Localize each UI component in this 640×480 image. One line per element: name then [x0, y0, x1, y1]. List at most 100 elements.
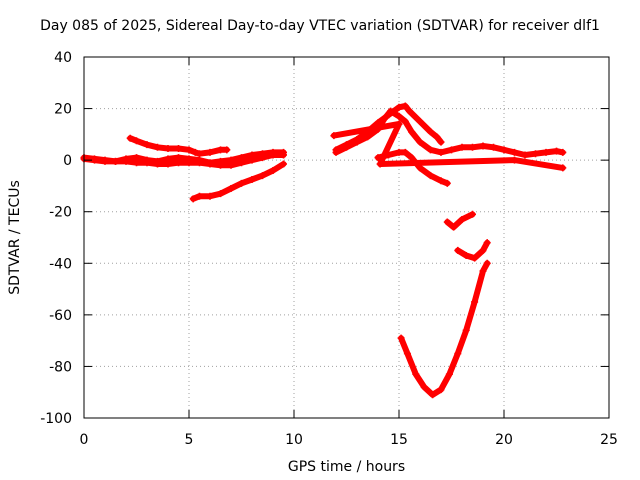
data-point	[511, 148, 518, 156]
data-point	[364, 133, 371, 141]
y-tick-label: -80	[49, 359, 72, 375]
data-point	[387, 107, 395, 115]
data-point	[458, 143, 466, 151]
x-tick-label: 10	[285, 432, 303, 448]
data-point	[471, 298, 479, 306]
data-point	[553, 147, 560, 155]
data-point	[217, 157, 224, 165]
data-point	[395, 148, 403, 156]
data-point	[269, 166, 277, 174]
data-point	[269, 148, 277, 156]
series-trace	[190, 161, 287, 202]
series-8	[443, 210, 476, 231]
data-point	[420, 383, 428, 391]
data-point	[437, 386, 445, 394]
data-point	[437, 148, 445, 156]
data-point	[471, 254, 479, 262]
data-point	[353, 138, 361, 146]
data-point	[483, 239, 491, 247]
data-point	[416, 117, 424, 125]
data-point	[479, 246, 487, 254]
data-point	[437, 177, 445, 185]
series-trace	[398, 260, 491, 398]
data-point	[191, 148, 199, 156]
data-point	[403, 350, 411, 358]
data-point	[238, 154, 245, 162]
data-point	[443, 218, 451, 226]
data-point	[196, 192, 203, 200]
series-11	[330, 120, 567, 172]
grid-lines	[84, 57, 609, 418]
data-point	[133, 154, 140, 162]
data-point	[500, 146, 508, 154]
data-point	[227, 156, 235, 164]
series-trace	[333, 108, 566, 158]
data-point	[462, 252, 470, 260]
data-point	[450, 223, 458, 231]
data-point	[248, 175, 256, 183]
x-axis-label: GPS time / hours	[288, 459, 405, 475]
data-point	[259, 172, 266, 180]
series-trace	[444, 211, 476, 231]
data-point	[376, 160, 384, 168]
x-tick-label: 20	[495, 432, 513, 448]
data-point	[433, 133, 441, 141]
data-point	[126, 134, 134, 142]
x-tick-label: 5	[185, 432, 194, 448]
data-point	[227, 185, 235, 193]
data-point	[448, 146, 455, 154]
axis-ticks	[83, 56, 610, 419]
data-point	[401, 148, 409, 156]
data-point	[164, 145, 172, 153]
data-point	[101, 156, 109, 164]
x-tick-label: 0	[80, 432, 89, 448]
data-point	[164, 155, 172, 163]
data-point	[122, 155, 130, 163]
y-axis-label: SDTVAR / TECUs	[7, 180, 23, 295]
series-trace	[330, 121, 566, 171]
x-tick-label: 25	[600, 432, 618, 448]
data-point	[458, 215, 466, 223]
plot-frame	[83, 56, 610, 419]
series-4	[189, 160, 287, 203]
data-point	[259, 150, 266, 158]
data-point	[427, 128, 434, 136]
data-point	[408, 128, 416, 136]
data-point	[395, 120, 403, 128]
data-point	[332, 148, 340, 156]
series-10	[397, 259, 491, 399]
data-point	[429, 391, 437, 399]
data-point	[206, 192, 214, 200]
data-point	[238, 179, 245, 187]
data-point	[280, 160, 287, 168]
data-point	[406, 107, 413, 115]
data-point	[416, 138, 424, 146]
data-point	[206, 148, 214, 156]
data-point	[408, 154, 416, 162]
data-point	[185, 146, 193, 154]
series-2	[80, 148, 287, 167]
y-tick-label: -20	[49, 205, 72, 221]
data-series	[80, 102, 567, 399]
data-point	[559, 164, 567, 172]
chart-title: Day 085 of 2025, Sidereal Day-to-day VTE…	[40, 18, 600, 34]
data-point	[469, 210, 476, 218]
y-tick-label: 0	[63, 153, 72, 169]
data-point	[217, 146, 224, 154]
data-point	[462, 326, 470, 334]
data-point	[248, 151, 256, 159]
data-point	[112, 157, 119, 165]
data-point	[380, 115, 388, 123]
data-point	[154, 157, 161, 165]
data-point	[330, 132, 338, 140]
data-point	[143, 141, 151, 149]
y-tick-labels: -100 -80 -60 -40 -20 0 20 40	[40, 50, 72, 427]
data-point	[437, 138, 445, 146]
data-point	[206, 159, 214, 167]
data-point	[189, 195, 197, 203]
series-3	[126, 134, 231, 158]
data-point	[395, 103, 403, 111]
data-point	[445, 370, 453, 378]
data-point	[469, 143, 476, 151]
